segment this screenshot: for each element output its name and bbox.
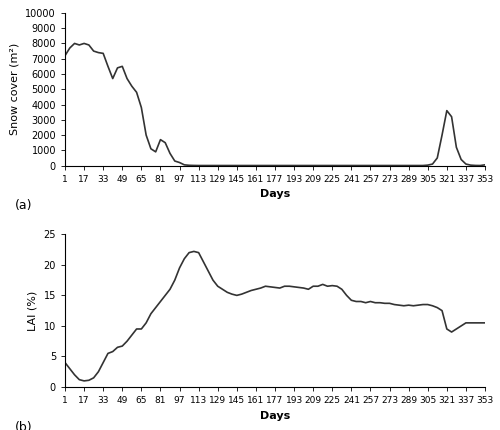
X-axis label: Days: Days	[260, 189, 290, 199]
Y-axis label: Snow cover (m²): Snow cover (m²)	[10, 43, 20, 135]
Text: (a): (a)	[14, 199, 32, 212]
Text: (b): (b)	[14, 421, 32, 430]
X-axis label: Days: Days	[260, 411, 290, 421]
Y-axis label: LAI (%): LAI (%)	[28, 291, 38, 331]
